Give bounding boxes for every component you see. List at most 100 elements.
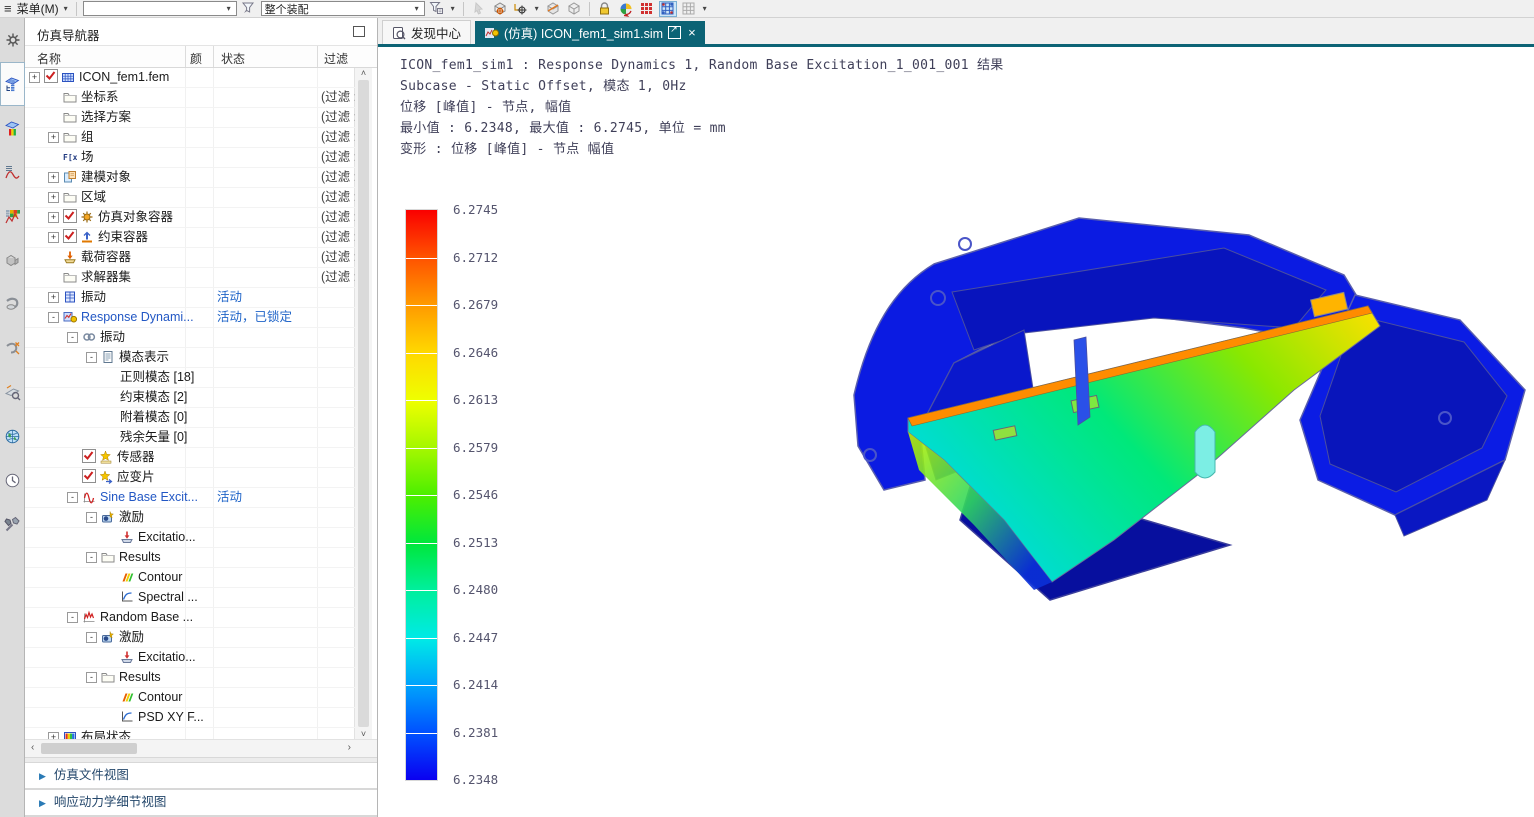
tab-sim-file[interactable]: (仿真) ICON_fem1_sim1.sim × — [475, 21, 705, 44]
expand-toggle-icon[interactable]: - — [86, 672, 97, 684]
tree-row[interactable]: 正则模态 [18] — [25, 368, 355, 389]
expand-toggle-icon[interactable]: - — [48, 312, 59, 324]
dropdown-caret-icon[interactable]: ▾ — [534, 4, 539, 13]
fem-model[interactable] — [824, 180, 1534, 610]
search-combo[interactable]: ▾ — [82, 1, 237, 16]
mesh-grid-blue-icon[interactable] — [658, 0, 677, 17]
assembly-scope-combo[interactable]: 整个装配 ▾ — [260, 1, 425, 16]
section-response-dynamics-detail-view[interactable]: ▶ 响应动力学细节视图 — [25, 790, 377, 817]
tree-row[interactable]: Excitatio... — [25, 648, 355, 669]
tab-discovery-center[interactable]: 发现中心 — [382, 20, 472, 44]
reopen-icon[interactable] — [668, 24, 682, 39]
tree-row[interactable]: - Response Dynami... 活动，已锁定 — [25, 308, 355, 329]
gear-icon[interactable] — [0, 18, 25, 62]
dropdown-caret-icon[interactable]: ▾ — [702, 4, 707, 13]
tree-row[interactable]: 应变片 — [25, 468, 355, 489]
tree-row[interactable]: 残余矢量 [0] — [25, 428, 355, 449]
tree-row[interactable]: + 振动 活动 — [25, 288, 355, 309]
expand-toggle-icon[interactable]: - — [86, 632, 97, 644]
cube-icon[interactable] — [565, 1, 583, 17]
filter-reset-icon[interactable] — [240, 1, 258, 17]
checkbox-icon[interactable] — [63, 229, 77, 244]
snap-point-icon[interactable] — [512, 1, 530, 17]
mesh-grid-red-icon[interactable] — [638, 1, 656, 17]
tree-row[interactable]: - Random Base ... — [25, 608, 355, 629]
tree-row[interactable]: 求解器集 (过滤 : — [25, 268, 355, 289]
xy-function-icon[interactable] — [0, 150, 25, 194]
tree-row[interactable]: PSD XY F... — [25, 708, 355, 729]
expand-toggle-icon[interactable]: - — [86, 552, 97, 564]
tree-row[interactable]: 附着模态 [0] — [25, 408, 355, 429]
type-filter-icon[interactable] — [428, 1, 446, 17]
section-simulation-file-view[interactable]: ▶ 仿真文件视图 — [25, 763, 377, 790]
history-icon[interactable] — [0, 458, 25, 502]
expand-toggle-icon[interactable]: - — [86, 512, 97, 524]
expand-toggle-icon[interactable]: + — [48, 292, 59, 304]
web-browser-icon[interactable] — [0, 414, 25, 458]
close-icon[interactable]: × — [688, 25, 696, 40]
sim-navigator-icon[interactable] — [0, 62, 25, 106]
graphics-viewport[interactable]: ICON_fem1_sim1 : Response Dynamics 1, Ra… — [378, 47, 1534, 817]
tree-row[interactable]: - 振动 — [25, 328, 355, 349]
tree-row[interactable]: 坐标系 (过滤 : — [25, 88, 355, 109]
checkbox-icon[interactable] — [82, 449, 96, 464]
tree-row[interactable]: - 激励 — [25, 628, 355, 649]
tree-row[interactable]: - Results — [25, 668, 355, 689]
mesh-grid-gray-icon[interactable] — [680, 1, 698, 17]
section-cube-icon[interactable] — [544, 1, 562, 17]
clamp-icon[interactable] — [0, 282, 25, 326]
float-window-icon[interactable] — [353, 26, 365, 37]
hamburger-icon[interactable]: ≡ — [4, 1, 12, 16]
checkbox-icon[interactable] — [44, 69, 58, 84]
tree-row[interactable]: Contour — [25, 688, 355, 709]
tree-row[interactable]: 约束模态 [2] — [25, 388, 355, 409]
expand-toggle-icon[interactable]: - — [67, 612, 78, 624]
tree-row[interactable]: Excitatio... — [25, 528, 355, 549]
tree-row[interactable]: + 组 (过滤 : — [25, 128, 355, 149]
tree-row[interactable]: Contour — [25, 568, 355, 589]
expand-toggle-icon[interactable]: + — [48, 732, 59, 740]
expand-toggle-icon[interactable]: + — [48, 232, 59, 244]
tree-row[interactable]: - 激励 — [25, 508, 355, 529]
tree-row[interactable]: Spectral ... — [25, 588, 355, 609]
expand-toggle-icon[interactable]: - — [67, 492, 78, 504]
tree-row[interactable]: 传感器 — [25, 448, 355, 469]
solution-monitor-icon[interactable] — [0, 194, 25, 238]
expand-toggle-icon[interactable]: - — [86, 352, 97, 364]
expand-toggle-icon[interactable]: + — [48, 212, 59, 224]
tree-row[interactable]: - 模态表示 — [25, 348, 355, 369]
tree-row[interactable]: + 约束容器 (过滤 : — [25, 228, 355, 249]
tree-row[interactable]: + 建模对象 (过滤 : — [25, 168, 355, 189]
clamp-measure-icon[interactable] — [0, 326, 25, 370]
measure-icon[interactable] — [0, 370, 25, 414]
expand-toggle-icon[interactable]: + — [48, 132, 59, 144]
tree-row[interactable]: + ICON_fem1.fem — [25, 68, 355, 89]
tree-row[interactable]: + 仿真对象容器 (过滤 : — [25, 208, 355, 229]
lock-icon[interactable] — [596, 1, 614, 17]
tools-icon[interactable] — [0, 502, 25, 546]
expand-toggle-icon[interactable]: - — [67, 332, 78, 344]
post-navigator-icon[interactable] — [0, 106, 25, 150]
legend-segment — [406, 495, 437, 543]
render-style-icon[interactable] — [617, 1, 635, 17]
parts-icon[interactable] — [0, 238, 25, 282]
tree-row[interactable]: + 布局状态 — [25, 728, 355, 740]
expand-toggle-icon[interactable]: + — [29, 72, 40, 84]
vertical-scrollbar[interactable]: ˄ ˅ — [354, 68, 372, 740]
checkbox-icon[interactable] — [63, 209, 77, 224]
expand-toggle-icon[interactable]: + — [48, 172, 59, 184]
menu-button[interactable]: 菜单(M) — [16, 2, 59, 16]
snap-cube-icon[interactable] — [491, 1, 509, 17]
horizontal-scrollbar[interactable]: ‹ › — [25, 739, 377, 758]
tree-row[interactable]: - Results — [25, 548, 355, 569]
tree-row[interactable]: 载荷容器 (过滤 : — [25, 248, 355, 269]
tree-row[interactable]: - Sine Base Excit... 活动 — [25, 488, 355, 509]
checkbox-icon[interactable] — [82, 469, 96, 484]
tree-row[interactable]: 选择方案 (过滤 : — [25, 108, 355, 129]
tree-row[interactable]: F[x] 场 (过滤 : — [25, 148, 355, 169]
dropdown-caret-icon[interactable]: ▾ — [450, 4, 455, 13]
tree-item-label: 应变片 — [117, 470, 155, 485]
expand-toggle-icon[interactable]: + — [48, 192, 59, 204]
tree-row[interactable]: + 区域 (过滤 : — [25, 188, 355, 209]
panel-splitter[interactable] — [25, 757, 377, 763]
